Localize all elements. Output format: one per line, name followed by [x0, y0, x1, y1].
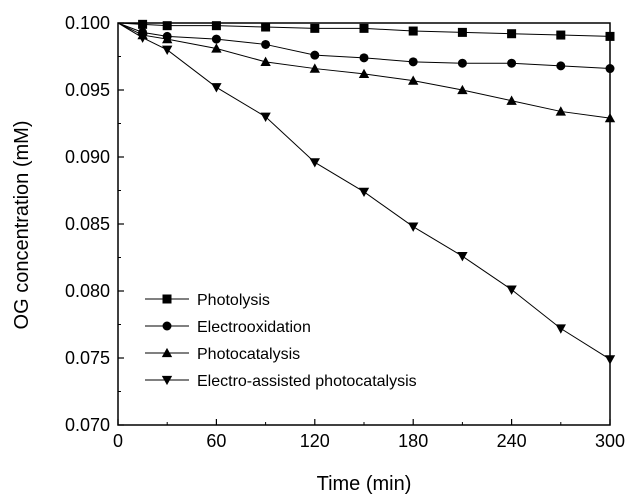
legend-label: Photocatalysis — [197, 346, 300, 363]
data-point — [457, 252, 468, 262]
data-point — [211, 43, 222, 53]
data-point — [457, 58, 467, 68]
data-point — [260, 56, 271, 66]
legend-marker — [161, 347, 173, 358]
x-tick-label: 0 — [113, 431, 123, 451]
x-axis: 0 60 120 180 240 300 — [113, 419, 625, 451]
y-tick-label: 0.085 — [65, 214, 110, 234]
data-point — [506, 285, 517, 295]
data-point — [138, 19, 148, 29]
y-axis-label: OG concentration (mM) — [11, 121, 33, 330]
data-point — [162, 21, 172, 31]
data-point — [506, 95, 517, 105]
data-point — [261, 22, 271, 32]
series-line — [117, 22, 611, 119]
legend-marker — [162, 294, 172, 304]
data-point — [408, 75, 419, 85]
data-point — [137, 33, 148, 43]
data-point — [310, 23, 320, 33]
data-point — [408, 57, 418, 67]
legend-entry-2: Electrooxidation — [145, 319, 311, 336]
x-tick-label: 300 — [595, 431, 625, 451]
data-point — [457, 84, 468, 95]
data-point — [260, 112, 271, 122]
data-point — [555, 324, 566, 334]
x-tick-label: 120 — [300, 431, 330, 451]
y-tick-label: 0.070 — [65, 415, 110, 435]
data-point — [555, 106, 566, 116]
legend-label: Electrooxidation — [197, 319, 311, 336]
data-point — [605, 31, 615, 41]
series-4 — [117, 22, 616, 365]
data-point — [507, 29, 517, 39]
x-axis-label: Time (min) — [317, 473, 412, 495]
data-point — [359, 23, 369, 33]
data-point — [309, 63, 320, 73]
data-point — [358, 68, 370, 79]
data-point — [162, 45, 173, 55]
legend-marker — [161, 375, 173, 386]
plot-border — [117, 22, 611, 426]
data-point — [358, 187, 370, 198]
data-point — [309, 158, 320, 168]
data-point — [359, 53, 369, 63]
data-point — [604, 355, 616, 365]
data-point — [604, 112, 616, 123]
data-point — [310, 50, 320, 60]
plot-frame — [117, 22, 611, 426]
data-point — [162, 33, 173, 44]
data-point — [211, 34, 221, 44]
legend-entry-1: Photolysis — [145, 292, 270, 309]
data-point — [211, 21, 221, 31]
legend-marker — [162, 321, 172, 331]
y-tick-label: 0.090 — [65, 147, 110, 167]
legend: Photolysis Electrooxidation Photocatalysis… — [145, 292, 417, 390]
y-tick-label: 0.080 — [65, 281, 110, 301]
series-2 — [117, 22, 615, 74]
data-point — [556, 61, 566, 71]
y-tick-label: 0.075 — [65, 348, 110, 368]
y-axis: 0.070 0.075 0.080 0.085 0.090 0.095 0.100 — [65, 13, 124, 435]
x-tick-label: 180 — [398, 431, 428, 451]
series-line — [117, 22, 611, 360]
data-point — [408, 222, 419, 232]
legend-label: Photolysis — [197, 292, 270, 309]
legend-label: Electro-assisted photocatalysis — [197, 373, 417, 390]
legend-entry-3: Photocatalysis — [145, 346, 300, 363]
series-layer — [117, 19, 616, 365]
y-tick-label: 0.095 — [65, 80, 110, 100]
data-point — [556, 30, 566, 40]
data-point — [457, 27, 467, 37]
data-point — [408, 26, 418, 36]
x-tick-label: 240 — [497, 431, 527, 451]
y-tick-label: 0.100 — [65, 13, 110, 33]
data-point — [507, 58, 517, 68]
data-point — [605, 64, 615, 74]
data-point — [211, 83, 222, 93]
data-point — [261, 39, 271, 49]
x-tick-label: 60 — [206, 431, 226, 451]
legend-entry-4: Electro-assisted photocatalysis — [145, 373, 417, 390]
series-1 — [117, 19, 615, 41]
